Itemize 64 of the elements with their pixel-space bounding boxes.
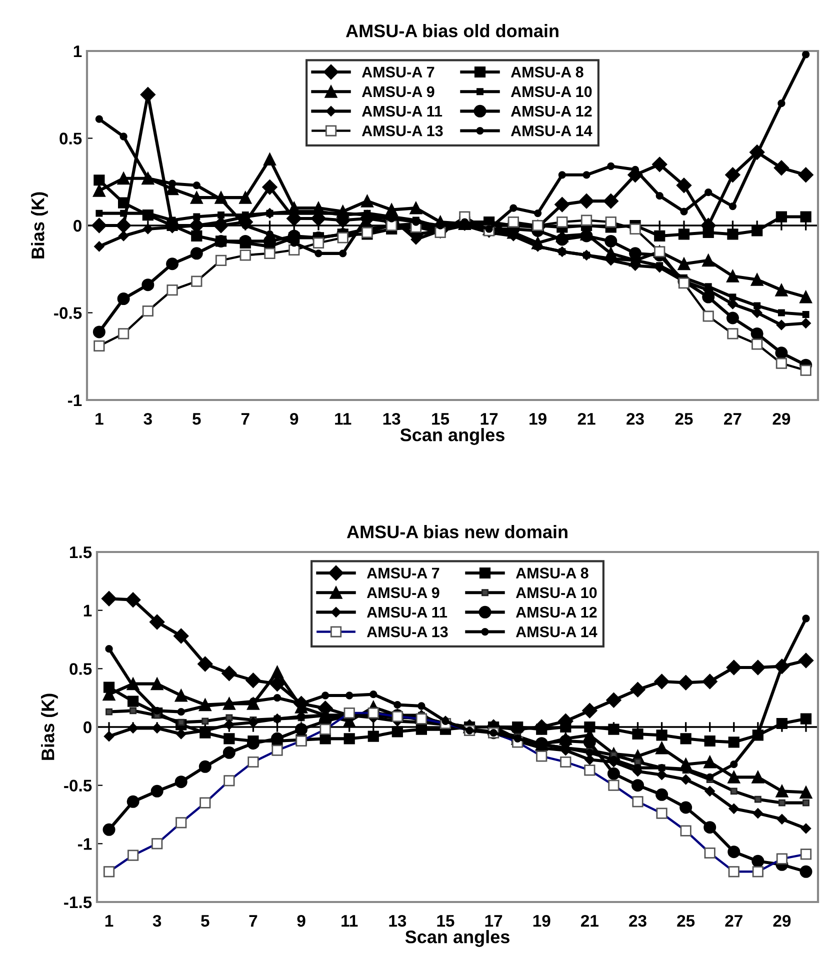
legend-label: AMSU-A 14 [510, 125, 592, 136]
x-tick-label: 25 [677, 914, 695, 927]
x-tick-label: 13 [383, 412, 400, 425]
x-axis-title: Scan angles [405, 930, 510, 947]
x-tick-label: 9 [297, 914, 306, 927]
x-tick-label: 11 [335, 413, 352, 425]
legend-label: AMSU-A 8 [516, 568, 588, 578]
x-tick-label: 19 [533, 914, 550, 927]
x-tick-label: 21 [578, 412, 596, 425]
x-tick-label: 5 [192, 413, 201, 425]
legend-label: AMSU-A 12 [510, 106, 592, 117]
y-tick-label: 0.5 [70, 663, 92, 675]
x-tick-label: 1 [105, 915, 114, 927]
legend-label: AMSU-A 12 [516, 606, 597, 618]
x-tick-label: 17 [480, 413, 498, 425]
x-tick-label: 25 [675, 412, 693, 425]
chart-title: AMSU-A bias new domain [346, 525, 568, 538]
x-tick-label: 19 [530, 412, 546, 425]
x-tick-label: 15 [437, 915, 454, 927]
x-tick-label: 17 [485, 915, 502, 927]
y-tick-label: -1.5 [64, 896, 92, 908]
legend-label: AMSU-A 8 [510, 66, 584, 78]
x-tick-label: 27 [724, 412, 742, 425]
x-tick-label: 7 [241, 413, 250, 425]
x-tick-label: 3 [152, 914, 162, 927]
legend-label: AMSU-A 10 [516, 587, 597, 598]
legend-label: AMSU-A 7 [362, 66, 434, 78]
legend-label: AMSU-A 11 [366, 606, 448, 618]
legend-label: AMSU-A 11 [362, 106, 442, 117]
chart-title: AMSU-A bias old domain [346, 24, 558, 38]
x-tick-label: 23 [626, 412, 644, 425]
x-tick-label: 29 [773, 914, 791, 927]
legend-label: AMSU-A 13 [366, 626, 448, 638]
legend-label: AMSU-A 13 [362, 125, 443, 136]
x-tick-label: 27 [725, 914, 742, 927]
x-tick-label: 11 [342, 915, 358, 927]
legend-label: AMSU-A 10 [510, 86, 592, 98]
y-axis-title: Bias (K) [41, 694, 58, 760]
legend-label: AMSU-A 14 [516, 626, 598, 638]
y-tick-label: 0.5 [60, 132, 82, 144]
y-tick-label: 0 [74, 220, 82, 232]
x-axis-title: Scan angles [400, 428, 504, 445]
y-tick-label: -0.5 [64, 780, 92, 792]
x-tick-label: 29 [772, 412, 790, 425]
legend-label: AMSU-A 7 [366, 568, 440, 578]
x-tick-label: 23 [629, 914, 646, 927]
legend-label: AMSU-A 9 [362, 86, 434, 98]
x-tick-label: 13 [389, 914, 406, 927]
legend-label: AMSU-A 9 [366, 587, 440, 598]
x-tick-label: 5 [201, 915, 210, 927]
y-tick-label: -0.5 [54, 307, 82, 319]
x-tick-label: 7 [249, 915, 258, 927]
x-tick-label: 15 [432, 413, 450, 425]
x-tick-label: 1 [96, 413, 104, 425]
x-tick-label: 3 [144, 412, 152, 425]
y-tick-label: 0 [84, 721, 92, 734]
y-tick-label: 1 [74, 46, 82, 58]
x-tick-label: 9 [290, 412, 298, 425]
y-tick-label: 1 [84, 604, 92, 616]
y-tick-label: 1.5 [70, 546, 92, 558]
y-tick-label: -1 [68, 394, 82, 406]
y-tick-label: -1 [78, 838, 92, 850]
y-axis-title: Bias (K) [31, 192, 48, 258]
x-tick-label: 21 [580, 914, 598, 927]
